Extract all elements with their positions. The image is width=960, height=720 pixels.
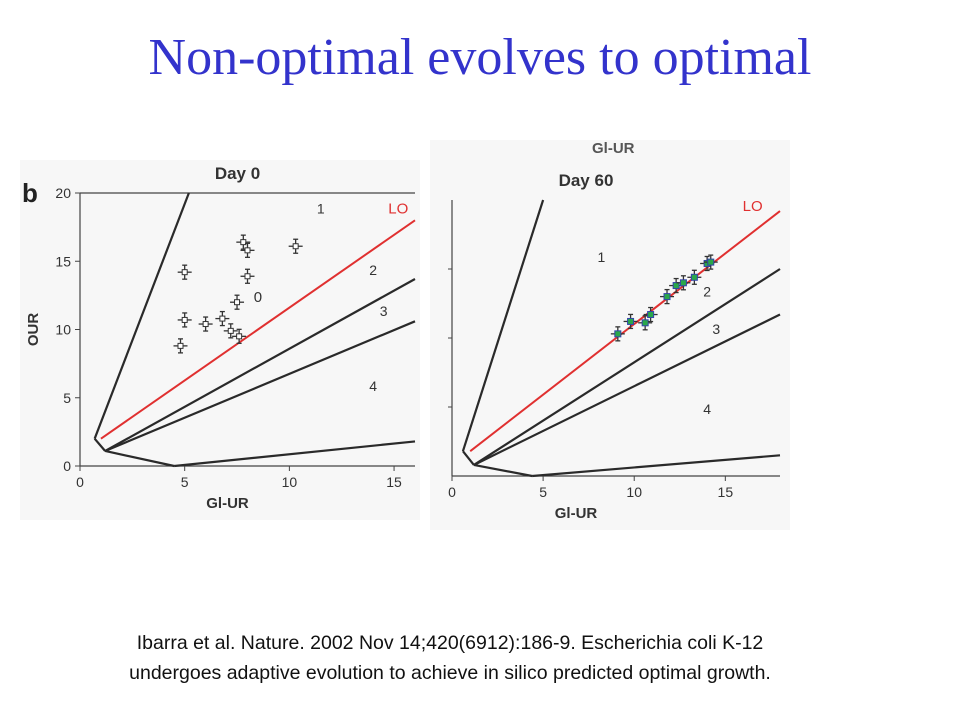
data-point — [181, 316, 188, 323]
data-point — [234, 299, 241, 306]
region-boundary-line — [462, 450, 475, 466]
data-point — [292, 243, 299, 250]
region-boundary-line — [104, 278, 416, 452]
x-axis-label: Gl-UR — [555, 505, 598, 522]
region-label: 3 — [380, 303, 388, 319]
figure-panel-frame — [430, 140, 790, 530]
y-axis-label: OUR — [25, 313, 42, 347]
x-tick-label: 0 — [76, 474, 84, 490]
data-point — [177, 342, 184, 349]
x-tick-label: 0 — [448, 484, 456, 500]
data-point — [627, 317, 635, 325]
data-point — [641, 319, 649, 327]
y-tick-label: 0 — [63, 458, 71, 474]
chart-title: Day 60 — [559, 171, 614, 190]
y-tick-label: 5 — [63, 390, 71, 406]
x-tick-label: 5 — [181, 474, 189, 490]
data-point — [614, 330, 622, 338]
data-point — [690, 273, 698, 281]
x-tick-label: 5 — [539, 484, 547, 500]
slide-title: Non-optimal evolves to optimal — [148, 29, 812, 86]
citation-line-1: Ibarra et al. Nature. 2002 Nov 14;420(69… — [136, 632, 764, 654]
lo-label: LO — [743, 198, 763, 215]
chart-title: Day 0 — [215, 164, 260, 183]
region-label: 2 — [703, 284, 711, 300]
citation: Ibarra et al. Nature. 2002 Nov 14;420(69… — [20, 628, 880, 688]
region-boundary-line — [473, 313, 781, 466]
data-point — [181, 269, 188, 276]
data-point — [240, 239, 247, 246]
x-tick-label: 15 — [718, 484, 734, 500]
y-tick-label: 10 — [55, 322, 71, 338]
region-label: 2 — [369, 262, 377, 278]
line-of-optimality — [100, 219, 416, 440]
data-point — [236, 333, 243, 340]
data-point — [244, 273, 251, 280]
region-label: 4 — [369, 378, 377, 394]
data-point — [219, 315, 226, 322]
region-label: 3 — [712, 321, 720, 337]
region-boundary-line — [93, 437, 106, 452]
region-boundary-line — [174, 440, 416, 468]
region-boundary-line — [104, 320, 416, 452]
y-tick-label: 20 — [55, 185, 71, 201]
data-point — [663, 293, 671, 301]
y-tick-label: 15 — [55, 253, 71, 269]
region-boundary-line — [532, 454, 781, 478]
line-of-optimality — [469, 210, 781, 452]
region-label: 4 — [703, 401, 711, 417]
data-point — [244, 247, 251, 254]
region-boundary-line — [461, 199, 545, 452]
region-boundary-line — [473, 268, 781, 466]
panel-letter: b — [22, 178, 38, 208]
x-tick-label: 10 — [626, 484, 642, 500]
x-tick-label: 15 — [386, 474, 402, 490]
region-label: 1 — [598, 249, 606, 265]
lo-label: LO — [388, 200, 408, 217]
data-point — [202, 321, 209, 328]
data-point — [679, 279, 687, 287]
cropped-top-label: Gl-UR — [592, 140, 635, 157]
annotation-label: 0 — [254, 289, 262, 306]
data-point — [672, 282, 680, 290]
region-boundary-line — [104, 449, 175, 468]
data-point — [227, 327, 234, 334]
data-point — [647, 311, 655, 319]
x-axis-label: Gl-UR — [206, 495, 249, 512]
data-point — [707, 258, 715, 266]
region-label: 1 — [317, 200, 325, 216]
figure-panel-frame — [20, 160, 420, 520]
region-boundary-line — [93, 192, 190, 440]
x-tick-label: 10 — [282, 474, 298, 490]
citation-line-2: undergoes adaptive evolution to achieve … — [129, 662, 771, 684]
chart-day-60: 0 5 10 15 Day 60 Gl-UR LO 1 2 3 4 — [448, 171, 781, 522]
chart-day-0: 0 5 10 15 0 5 10 15 20 Day 0 Gl-UR OUR LO 0 1 2 3 4 — [25, 164, 416, 512]
region-boundary-line — [473, 463, 533, 478]
